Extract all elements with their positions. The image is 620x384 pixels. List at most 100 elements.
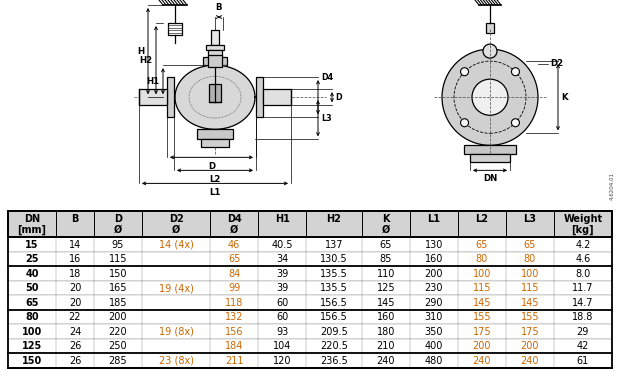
Text: L2: L2 bbox=[210, 175, 221, 184]
Text: Ø: Ø bbox=[382, 225, 390, 235]
Bar bbox=[203, 57, 227, 65]
Bar bbox=[139, 89, 167, 105]
Bar bbox=[470, 154, 510, 162]
Text: 145: 145 bbox=[376, 298, 395, 308]
Text: 18: 18 bbox=[69, 269, 81, 279]
Text: 99: 99 bbox=[228, 283, 241, 293]
Text: 200: 200 bbox=[425, 269, 443, 279]
Circle shape bbox=[442, 49, 538, 145]
Text: K: K bbox=[561, 93, 568, 102]
Text: Ø: Ø bbox=[114, 225, 122, 235]
Text: B: B bbox=[216, 3, 222, 12]
Bar bbox=[464, 145, 516, 154]
Bar bbox=[197, 129, 233, 139]
Text: 132: 132 bbox=[225, 312, 244, 322]
Text: 211: 211 bbox=[225, 356, 244, 366]
Text: DN: DN bbox=[483, 174, 497, 184]
Text: 80: 80 bbox=[524, 254, 536, 264]
Bar bbox=[8, 237, 612, 252]
Text: 135.5: 135.5 bbox=[320, 283, 348, 293]
Text: 150: 150 bbox=[22, 356, 42, 366]
Text: K: K bbox=[382, 214, 389, 224]
Text: 150: 150 bbox=[108, 269, 127, 279]
Text: H2: H2 bbox=[139, 56, 152, 65]
Text: 156.5: 156.5 bbox=[320, 312, 348, 322]
Text: Ø: Ø bbox=[172, 225, 180, 235]
Text: 290: 290 bbox=[425, 298, 443, 308]
Text: 185: 185 bbox=[108, 298, 127, 308]
Text: 400: 400 bbox=[425, 341, 443, 351]
Text: 14.7: 14.7 bbox=[572, 298, 594, 308]
Text: Ø: Ø bbox=[230, 225, 238, 235]
Text: 104: 104 bbox=[273, 341, 291, 351]
Circle shape bbox=[512, 68, 520, 76]
Text: 125: 125 bbox=[22, 341, 42, 351]
Text: 80: 80 bbox=[25, 312, 39, 322]
Text: 34: 34 bbox=[276, 254, 288, 264]
Text: L1: L1 bbox=[210, 189, 221, 197]
Text: 118: 118 bbox=[225, 298, 244, 308]
Text: 130: 130 bbox=[425, 240, 443, 250]
Bar bbox=[209, 84, 221, 102]
Bar bbox=[8, 295, 612, 310]
Text: 175: 175 bbox=[521, 327, 539, 337]
Text: 65: 65 bbox=[379, 240, 392, 250]
Text: 24: 24 bbox=[69, 327, 81, 337]
Text: 230: 230 bbox=[425, 283, 443, 293]
Text: 26: 26 bbox=[69, 341, 81, 351]
Bar bbox=[486, 23, 494, 33]
Polygon shape bbox=[175, 65, 255, 129]
Text: 11.7: 11.7 bbox=[572, 283, 594, 293]
Text: D: D bbox=[335, 93, 342, 102]
Text: D4: D4 bbox=[227, 214, 242, 224]
Text: 184: 184 bbox=[225, 341, 244, 351]
Text: L3: L3 bbox=[321, 114, 332, 123]
Text: H: H bbox=[137, 46, 144, 56]
Text: 85: 85 bbox=[379, 254, 392, 264]
Text: 115: 115 bbox=[108, 254, 127, 264]
Text: 160: 160 bbox=[376, 312, 395, 322]
Text: 156: 156 bbox=[225, 327, 244, 337]
Text: 14 (4x): 14 (4x) bbox=[159, 240, 193, 250]
Bar bbox=[168, 23, 182, 35]
Text: 26: 26 bbox=[69, 356, 81, 366]
Text: 100: 100 bbox=[521, 269, 539, 279]
Text: 65: 65 bbox=[476, 240, 488, 250]
Text: D4: D4 bbox=[321, 73, 333, 82]
Circle shape bbox=[512, 119, 520, 127]
Text: 42: 42 bbox=[577, 341, 589, 351]
Text: L2: L2 bbox=[476, 214, 489, 224]
Text: 4.2: 4.2 bbox=[575, 240, 591, 250]
Text: 285: 285 bbox=[108, 356, 127, 366]
Text: [kg]: [kg] bbox=[572, 225, 594, 235]
Bar bbox=[8, 266, 612, 281]
Bar bbox=[8, 212, 612, 237]
Bar bbox=[8, 353, 612, 368]
Text: 350: 350 bbox=[425, 327, 443, 337]
Text: 145: 145 bbox=[472, 298, 491, 308]
Text: 480: 480 bbox=[425, 356, 443, 366]
Text: 156.5: 156.5 bbox=[320, 298, 348, 308]
Text: 50: 50 bbox=[25, 283, 39, 293]
Text: 155: 155 bbox=[472, 312, 491, 322]
Text: 125: 125 bbox=[376, 283, 395, 293]
Text: L3: L3 bbox=[523, 214, 536, 224]
Text: 115: 115 bbox=[472, 283, 491, 293]
Text: H2: H2 bbox=[327, 214, 342, 224]
Bar bbox=[8, 212, 612, 368]
Text: 40.5: 40.5 bbox=[272, 240, 293, 250]
Text: Weight: Weight bbox=[564, 214, 603, 224]
Text: 175: 175 bbox=[472, 327, 491, 337]
Text: 240: 240 bbox=[472, 356, 491, 366]
Text: 220.5: 220.5 bbox=[320, 341, 348, 351]
Bar bbox=[208, 55, 222, 67]
Bar bbox=[8, 339, 612, 353]
Text: D2: D2 bbox=[169, 214, 184, 224]
Text: 65: 65 bbox=[228, 254, 241, 264]
Text: 120: 120 bbox=[273, 356, 291, 366]
Text: 250: 250 bbox=[108, 341, 127, 351]
Circle shape bbox=[483, 44, 497, 58]
Text: 23 (8x): 23 (8x) bbox=[159, 356, 193, 366]
Text: 200: 200 bbox=[108, 312, 127, 322]
Text: D: D bbox=[208, 162, 215, 171]
